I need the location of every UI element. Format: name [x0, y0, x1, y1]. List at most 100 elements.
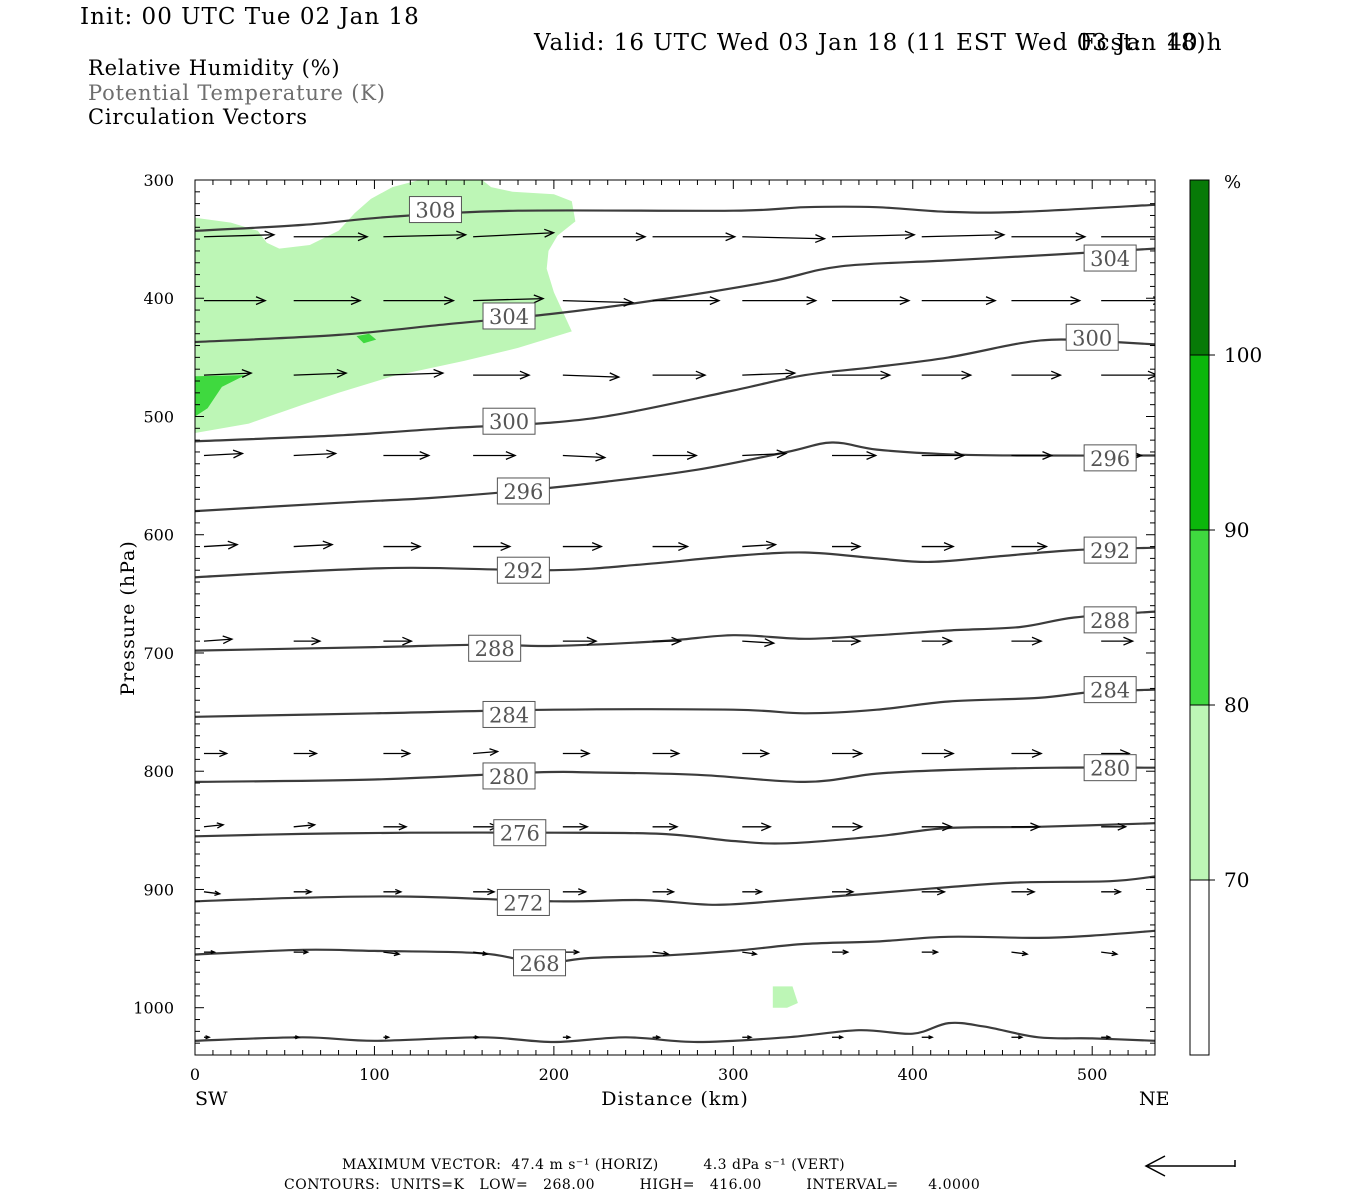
- field-legend: Relative Humidity (%) Potential Temperat…: [88, 56, 386, 130]
- circulation-vector: [293, 888, 313, 895]
- circulation-vector: [1011, 451, 1054, 460]
- isentrope-284: [195, 688, 1155, 718]
- isentrope-label: 300: [482, 407, 536, 435]
- isentrope-304: [195, 247, 1155, 344]
- isentrope-264: [195, 1021, 1155, 1044]
- y-tick-label: 900: [143, 880, 174, 899]
- y-tick-label: 1000: [133, 999, 174, 1018]
- circulation-vector: [383, 1035, 391, 1040]
- isentrope-label: 276: [493, 819, 547, 847]
- isentrope-label: 300: [1065, 323, 1119, 351]
- forecast-label: Fcst:: [1079, 30, 1143, 56]
- circulation-vector: [1011, 296, 1082, 306]
- circulation-vector: [652, 296, 721, 306]
- circulation-vector: [652, 1035, 662, 1040]
- circulation-vector: [1011, 748, 1043, 758]
- colorbar-label: 70: [1224, 868, 1249, 892]
- max-vector-info: MAXIMUM VECTOR: 47.4 m s⁻¹ (HORIZ) 4.3 d…: [342, 1157, 846, 1173]
- isentrope-labels: 308 304 304 300 300 296 296 292 292 288 288 284 284 2…: [408, 196, 1137, 977]
- circulation-vector: [1101, 1035, 1112, 1040]
- circulation-vector: [652, 950, 670, 957]
- circulation-vector: [1011, 636, 1043, 646]
- circulation-vector: [832, 296, 911, 306]
- svg-text:280: 280: [489, 765, 529, 789]
- svg-text:296: 296: [1090, 447, 1130, 471]
- circulation-vector: [1011, 888, 1036, 896]
- isentrope-label: 272: [496, 888, 550, 916]
- circulation-vector: [921, 230, 1006, 240]
- circulation-vector: [921, 296, 997, 306]
- humidity-region: [195, 180, 576, 433]
- circulation-vector: [473, 294, 545, 304]
- circulation-vector: [832, 822, 864, 832]
- circulation-vector: [562, 542, 604, 552]
- svg-text:276: 276: [500, 822, 540, 846]
- svg-text:308: 308: [415, 199, 455, 223]
- field-potential-temperature: Potential Temperature (K): [88, 80, 386, 105]
- x-tick-label: 200: [539, 1065, 570, 1084]
- colorbar-unit: %: [1224, 172, 1241, 193]
- y-axis-label: Pressure (hPa): [117, 540, 139, 696]
- circulation-vector: [1011, 822, 1042, 832]
- forecast-hour: Fcst: 40 h: [1063, 4, 1223, 56]
- isentrope-label: 304: [1083, 244, 1137, 272]
- circulation-vector: [742, 638, 776, 648]
- circulation-vector: [1101, 950, 1119, 957]
- svg-text:296: 296: [503, 480, 543, 504]
- isentrope-label: 284: [1083, 676, 1137, 704]
- circulation-vector: [383, 296, 456, 306]
- circulation-vector: [1101, 822, 1128, 831]
- x-axis-label: Distance (km): [601, 1088, 749, 1110]
- circulation-vector: [921, 636, 954, 646]
- svg-text:292: 292: [1090, 539, 1130, 563]
- circulation-vector: [562, 888, 588, 896]
- colorbar-label: 90: [1224, 518, 1249, 542]
- field-circulation-vectors: Circulation Vectors: [88, 105, 308, 129]
- x-end-label-ne: NE: [1139, 1088, 1170, 1110]
- field-relative-humidity: Relative Humidity (%): [88, 56, 341, 80]
- circulation-vector: [831, 230, 916, 240]
- circulation-vector: [562, 749, 591, 758]
- circulation-vector: [742, 888, 764, 896]
- svg-text:304: 304: [489, 305, 529, 329]
- circulation-vector: [742, 234, 827, 244]
- isentropes: [195, 203, 1155, 1044]
- circulation-vector: [832, 748, 864, 758]
- contour-info: CONTOURS: UNITS=K LOW= 268.00 HIGH= 416.…: [284, 1177, 981, 1193]
- isentrope-label: 284: [482, 700, 536, 728]
- circulation-vector: [473, 451, 517, 460]
- circulation-vector: [293, 1035, 301, 1040]
- circulation-vector: [203, 822, 225, 829]
- svg-text:272: 272: [503, 891, 543, 915]
- isentrope-272: [195, 875, 1155, 906]
- init-time: Init: 00 UTC Tue 02 Jan 18: [80, 4, 420, 30]
- circulation-vector: [742, 822, 772, 832]
- circulation-vector: [652, 542, 690, 552]
- circulation-vector: [203, 230, 276, 240]
- circulation-vector: [473, 1035, 481, 1040]
- isentrope-label: 304: [482, 302, 536, 330]
- circulation-vector: [1011, 232, 1087, 242]
- svg-text:284: 284: [1090, 679, 1130, 703]
- colorbar-segment: [1189, 529, 1210, 706]
- y-tick-label: 300: [143, 171, 174, 190]
- isentrope-label: 292: [1083, 536, 1137, 564]
- isentrope-292: [195, 546, 1155, 579]
- colorbar: 70 80 90 100%: [1189, 172, 1262, 1056]
- circulation-vector: [832, 888, 855, 896]
- x-tick-label: 0: [190, 1065, 200, 1084]
- isentrope-308: [195, 203, 1155, 232]
- circulation-vector: [293, 636, 322, 646]
- isentrope-label: 292: [496, 556, 550, 584]
- colorbar-segment: [1189, 879, 1210, 1056]
- isentrope-296: [195, 441, 1155, 513]
- circulation-vector: [203, 540, 239, 550]
- circulation-vector: [921, 1035, 934, 1040]
- svg-text:288: 288: [1090, 609, 1130, 633]
- circulation-vector: [652, 888, 676, 896]
- circulation-vector: [203, 749, 229, 758]
- circulation-vector: [203, 449, 245, 459]
- circulation-vector: [652, 636, 683, 646]
- circulation-vector: [742, 540, 778, 550]
